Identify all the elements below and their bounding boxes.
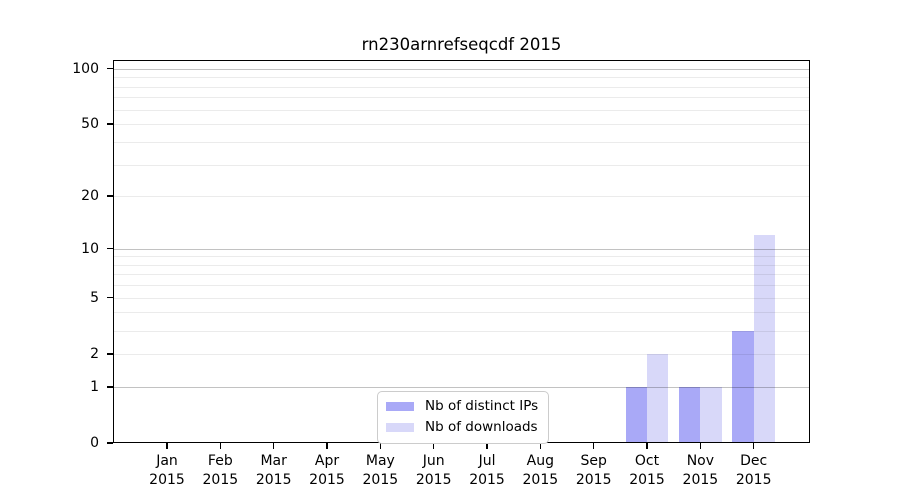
y-axis-tick-label: 50 xyxy=(81,116,99,133)
x-tick-month: Nov xyxy=(686,453,715,469)
legend-swatch xyxy=(386,422,414,433)
x-axis-tick-label: Oct 2015 xyxy=(612,452,682,488)
x-axis-tick-label: Dec 2015 xyxy=(719,452,789,488)
legend-row: Nb of distinct IPs xyxy=(386,397,538,416)
x-tick-year: 2015 xyxy=(255,471,292,488)
bar-distinct-ips xyxy=(679,386,701,443)
x-tick-year: 2015 xyxy=(415,471,452,488)
y-axis-tick-label: 0 xyxy=(90,435,99,451)
x-tick-year: 2015 xyxy=(202,471,239,488)
x-tick-month: Aug xyxy=(526,453,555,469)
x-tick-year: 2015 xyxy=(575,471,612,488)
x-tick-year: 2015 xyxy=(522,471,559,488)
x-tick-mark xyxy=(539,443,542,449)
y-tick-mark xyxy=(107,296,113,299)
x-tick-month: Mar xyxy=(260,453,287,469)
legend-row: Nb of downloads xyxy=(386,418,538,437)
x-tick-mark xyxy=(432,443,435,449)
x-tick-mark xyxy=(326,443,328,449)
x-tick-month: Jul xyxy=(478,453,496,469)
x-axis-tick-label: Feb 2015 xyxy=(185,452,255,488)
gridline-minor xyxy=(113,312,810,314)
x-tick-mark xyxy=(592,443,595,449)
x-tick-mark xyxy=(699,443,702,449)
x-axis-tick-label: Mar 2015 xyxy=(239,452,309,488)
bar-downloads xyxy=(753,234,775,443)
x-tick-mark xyxy=(219,443,222,449)
x-tick-month: May xyxy=(365,453,395,469)
x-tick-mark xyxy=(486,443,488,449)
x-axis-tick-label: Jan 2015 xyxy=(132,452,202,488)
x-tick-mark xyxy=(752,443,755,449)
chart-title: rn230arnrefseqcdf 2015 xyxy=(361,35,562,54)
y-tick-mark xyxy=(107,67,113,70)
y-tick-mark xyxy=(107,195,113,197)
y-axis-tick-label: 5 xyxy=(90,289,99,306)
x-tick-month: Apr xyxy=(314,453,340,469)
gridline-minor xyxy=(113,274,810,276)
gridline-major xyxy=(113,248,810,250)
plot-area xyxy=(113,60,810,443)
y-axis-tick-label: 1 xyxy=(90,378,99,395)
bar-downloads xyxy=(700,386,722,443)
y-axis-tick-label: 100 xyxy=(72,60,99,77)
legend-label: Nb of downloads xyxy=(425,419,538,435)
x-tick-year: 2015 xyxy=(469,471,505,488)
x-tick-year: 2015 xyxy=(362,471,399,488)
y-axis-tick-label: 10 xyxy=(81,240,99,257)
gridline-minor xyxy=(113,164,810,166)
x-axis-tick-label: Nov 2015 xyxy=(665,452,735,488)
gridline-minor xyxy=(113,109,810,111)
y-axis-tick-label: 2 xyxy=(90,345,99,362)
x-axis-tick-label: May 2015 xyxy=(345,452,415,488)
gridline-minor xyxy=(113,330,810,332)
x-tick-year: 2015 xyxy=(309,471,345,488)
gridline-minor xyxy=(113,124,810,126)
x-tick-month: Oct xyxy=(634,453,660,469)
x-axis-tick-label: Jul 2015 xyxy=(452,452,522,488)
gridline-minor xyxy=(113,77,810,79)
gridline-minor xyxy=(113,86,810,88)
legend-swatch xyxy=(386,401,414,412)
y-tick-mark xyxy=(107,123,113,125)
x-tick-month: Sep xyxy=(580,453,607,469)
x-axis-tick-label: Sep 2015 xyxy=(559,452,629,488)
gridline-minor xyxy=(113,256,810,258)
gridline-major xyxy=(113,386,810,388)
gridline-minor xyxy=(113,141,810,143)
x-tick-month: Dec xyxy=(740,453,768,469)
x-axis-tick-label: Jun 2015 xyxy=(399,452,469,488)
x-tick-year: 2015 xyxy=(735,471,772,488)
legend-label: Nb of distinct IPs xyxy=(425,398,539,414)
y-tick-mark xyxy=(107,247,113,250)
legend: Nb of distinct IPs Nb of downloads xyxy=(377,391,550,444)
gridline-minor xyxy=(113,297,810,299)
gridline-minor xyxy=(113,285,810,287)
y-axis-tick-label: 20 xyxy=(81,188,99,205)
x-tick-month: Feb xyxy=(207,453,233,469)
gridline-minor xyxy=(113,264,810,266)
gridline-minor xyxy=(113,196,810,198)
y-tick-mark xyxy=(107,386,113,388)
x-axis-tick-label: Aug 2015 xyxy=(505,452,575,488)
x-axis-tick-label: Apr 2015 xyxy=(292,452,362,488)
bar-distinct-ips xyxy=(625,386,648,443)
gridline-major xyxy=(113,68,810,70)
bar-distinct-ips xyxy=(732,330,754,443)
x-tick-year: 2015 xyxy=(682,471,719,488)
x-tick-year: 2015 xyxy=(149,471,185,488)
x-tick-month: Jun xyxy=(422,453,445,469)
y-tick-mark xyxy=(107,353,113,355)
gridline-minor xyxy=(113,97,810,99)
x-tick-year: 2015 xyxy=(629,471,665,488)
x-tick-month: Jan xyxy=(156,453,178,469)
y-tick-mark xyxy=(107,442,113,444)
bar-downloads xyxy=(647,353,669,443)
x-tick-mark xyxy=(272,443,275,449)
x-tick-mark xyxy=(379,443,382,449)
x-tick-mark xyxy=(646,443,648,449)
gridline-minor xyxy=(113,353,810,355)
x-tick-mark xyxy=(166,443,168,449)
